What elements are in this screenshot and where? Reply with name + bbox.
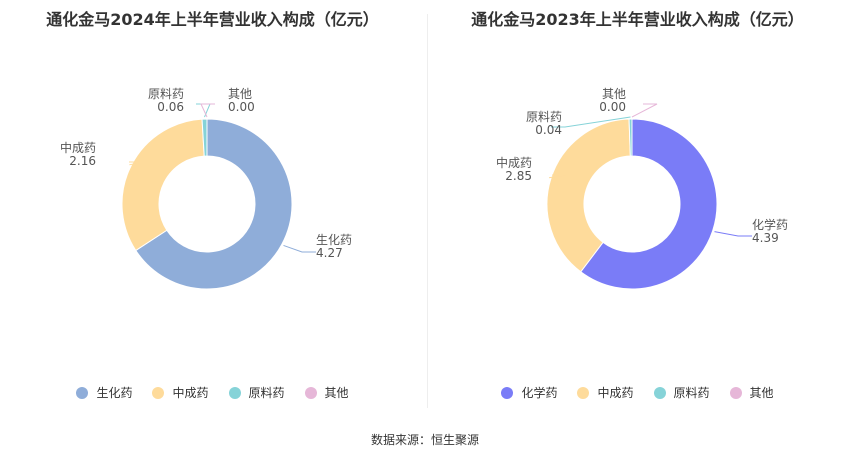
slice-label-value: 4.39	[752, 231, 779, 245]
legend-item-api[interactable]: 原料药	[653, 384, 710, 401]
legend-marker	[577, 386, 590, 399]
legend-label: 中成药	[597, 386, 634, 400]
legend-label: 中成药	[172, 386, 209, 400]
legend-label: 其他	[749, 386, 774, 400]
slice-label-value: 0.04	[535, 123, 562, 137]
slice-label-name: 原料药	[148, 87, 184, 101]
slice-label-name: 生化药	[316, 233, 352, 247]
legend-item-other[interactable]: 其他	[729, 384, 774, 401]
legend-item-api[interactable]: 原料药	[228, 384, 285, 401]
data-source-note: 数据来源：恒生聚源	[370, 433, 479, 447]
legend-item-tcm[interactable]: 中成药	[577, 384, 634, 401]
slice-label-name: 其他	[602, 87, 626, 101]
chart-title: 通化金马2024年上半年营业收入构成（亿元）	[46, 10, 379, 29]
slice-label-name: 原料药	[526, 110, 562, 124]
slice-label-value: 2.85	[505, 169, 532, 183]
slice-label-name: 中成药	[496, 155, 532, 170]
slice-label-value: 2.16	[69, 154, 96, 168]
legend-item-biochem[interactable]: 生化药	[76, 384, 132, 401]
slice-label-name: 化学药	[752, 217, 788, 232]
legend-marker	[76, 386, 89, 399]
legend-item-other[interactable]: 其他	[304, 384, 349, 401]
slice-label-value: 0.06	[157, 100, 184, 114]
donut-slice-1[interactable]	[135, 118, 293, 290]
label-leader-line	[129, 161, 144, 166]
donut-slice-2[interactable]	[546, 118, 631, 273]
donut-slice-3[interactable]	[201, 118, 208, 157]
donut-slice-1[interactable]	[580, 118, 718, 290]
chart-panel-2023: 通化金马2023年上半年营业收入构成（亿元） 化学药 4.39 中成药 2.85 原料药…	[425, 0, 850, 420]
legend-marker	[653, 386, 666, 399]
legend-label: 原料药	[248, 386, 285, 400]
legend-item-tcm[interactable]: 中成药	[152, 384, 209, 401]
legend-label: 生化药	[96, 386, 133, 400]
slice-label-value: 4.27	[316, 246, 343, 260]
label-leader-line	[196, 103, 211, 118]
slice-label-name: 其他	[228, 87, 252, 101]
slice-label-value: 0.00	[599, 100, 626, 114]
legend-label: 其他	[324, 386, 349, 400]
label-leader-line	[283, 244, 316, 253]
label-leader-line	[631, 103, 658, 118]
legend-label: 原料药	[673, 386, 710, 400]
chart-panel-2024: 通化金马2024年上半年营业收入构成（亿元） 生化药 4.27 中成药 2.16 原料药…	[0, 0, 425, 420]
legend-label: 化学药	[521, 386, 558, 400]
label-leader-line	[714, 231, 752, 237]
legend-marker	[501, 386, 514, 399]
legend-marker	[304, 386, 317, 399]
chart-legend: 化学药 中成药 原料药 其他	[425, 384, 850, 401]
slice-label-name: 中成药	[60, 140, 96, 155]
chart-legend: 生化药 中成药 原料药 其他	[0, 384, 425, 401]
panel-divider	[427, 14, 428, 408]
label-leader-line	[200, 103, 215, 118]
legend-marker	[228, 386, 241, 399]
legend-marker	[729, 386, 742, 399]
donut-slice-3[interactable]	[628, 118, 633, 157]
donut-slice-2[interactable]	[121, 118, 205, 252]
label-leader-line	[548, 174, 567, 179]
label-leader-line	[551, 116, 631, 128]
legend-marker	[152, 386, 165, 399]
legend-item-chemical[interactable]: 化学药	[501, 384, 557, 401]
chart-title: 通化金马2023年上半年营业收入构成（亿元）	[471, 10, 804, 29]
slice-label-value: 0.00	[228, 100, 255, 114]
